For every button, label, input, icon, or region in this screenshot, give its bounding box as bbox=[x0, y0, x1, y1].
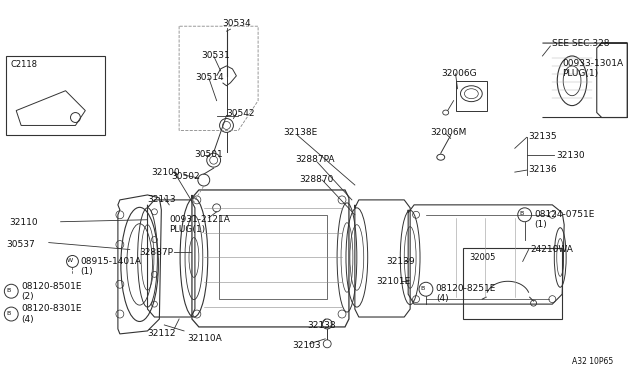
Text: (1): (1) bbox=[534, 220, 547, 229]
Text: 30531: 30531 bbox=[201, 51, 230, 60]
Text: 32006M: 32006M bbox=[430, 128, 467, 137]
Text: B: B bbox=[6, 288, 10, 293]
Text: 30542: 30542 bbox=[227, 109, 255, 118]
Text: PLUG(1): PLUG(1) bbox=[562, 69, 598, 78]
Text: 08120-8251E: 08120-8251E bbox=[436, 284, 496, 293]
Text: 32110A: 32110A bbox=[187, 334, 221, 343]
Text: 30514: 30514 bbox=[195, 73, 223, 82]
Text: 32887P: 32887P bbox=[140, 247, 173, 257]
Text: 00933-1301A: 00933-1301A bbox=[562, 59, 623, 68]
Text: 30537: 30537 bbox=[6, 240, 35, 248]
Text: 08120-8501E
(2): 08120-8501E (2) bbox=[21, 282, 82, 301]
Text: C2118: C2118 bbox=[10, 60, 37, 69]
Text: 08120-8301E
(4): 08120-8301E (4) bbox=[21, 304, 82, 324]
Text: A32 10P65: A32 10P65 bbox=[572, 357, 613, 366]
Text: 32135: 32135 bbox=[529, 132, 557, 141]
Text: 30502: 30502 bbox=[172, 172, 200, 181]
Text: 32130: 32130 bbox=[556, 151, 585, 160]
Text: 24210WA: 24210WA bbox=[531, 244, 573, 254]
Text: 32100: 32100 bbox=[152, 168, 180, 177]
Text: 30534: 30534 bbox=[223, 19, 251, 28]
Text: 32006G: 32006G bbox=[442, 69, 477, 78]
Text: 00931-2121A: 00931-2121A bbox=[169, 215, 230, 224]
Text: PLUG(1): PLUG(1) bbox=[169, 225, 205, 234]
Text: 32110: 32110 bbox=[10, 218, 38, 227]
Text: 32103: 32103 bbox=[292, 341, 321, 350]
Text: 32887PA: 32887PA bbox=[296, 155, 335, 164]
Text: B: B bbox=[421, 286, 425, 291]
Text: (1): (1) bbox=[81, 267, 93, 276]
Text: 08915-1401A: 08915-1401A bbox=[81, 257, 141, 266]
Bar bbox=[6, 56, 105, 135]
Text: 32139: 32139 bbox=[387, 257, 415, 266]
Text: 32113: 32113 bbox=[147, 195, 176, 204]
Text: SEE SEC.328: SEE SEC.328 bbox=[552, 39, 610, 48]
Text: 328870: 328870 bbox=[300, 175, 334, 184]
Bar bbox=[456, 81, 487, 110]
Text: 32101E: 32101E bbox=[376, 277, 411, 286]
Text: W: W bbox=[67, 258, 72, 263]
Bar bbox=[219, 215, 327, 299]
Text: 32005: 32005 bbox=[469, 253, 496, 263]
Text: B: B bbox=[6, 311, 10, 315]
Text: 30501: 30501 bbox=[194, 150, 223, 159]
Text: B: B bbox=[520, 211, 524, 216]
Bar bbox=[463, 247, 562, 319]
Text: 32136: 32136 bbox=[529, 165, 557, 174]
Text: 32138E: 32138E bbox=[284, 128, 318, 137]
Text: 32138: 32138 bbox=[307, 321, 336, 330]
Text: 32112: 32112 bbox=[147, 329, 176, 338]
Text: 08124-0751E: 08124-0751E bbox=[534, 210, 595, 219]
Text: (4): (4) bbox=[436, 294, 449, 303]
